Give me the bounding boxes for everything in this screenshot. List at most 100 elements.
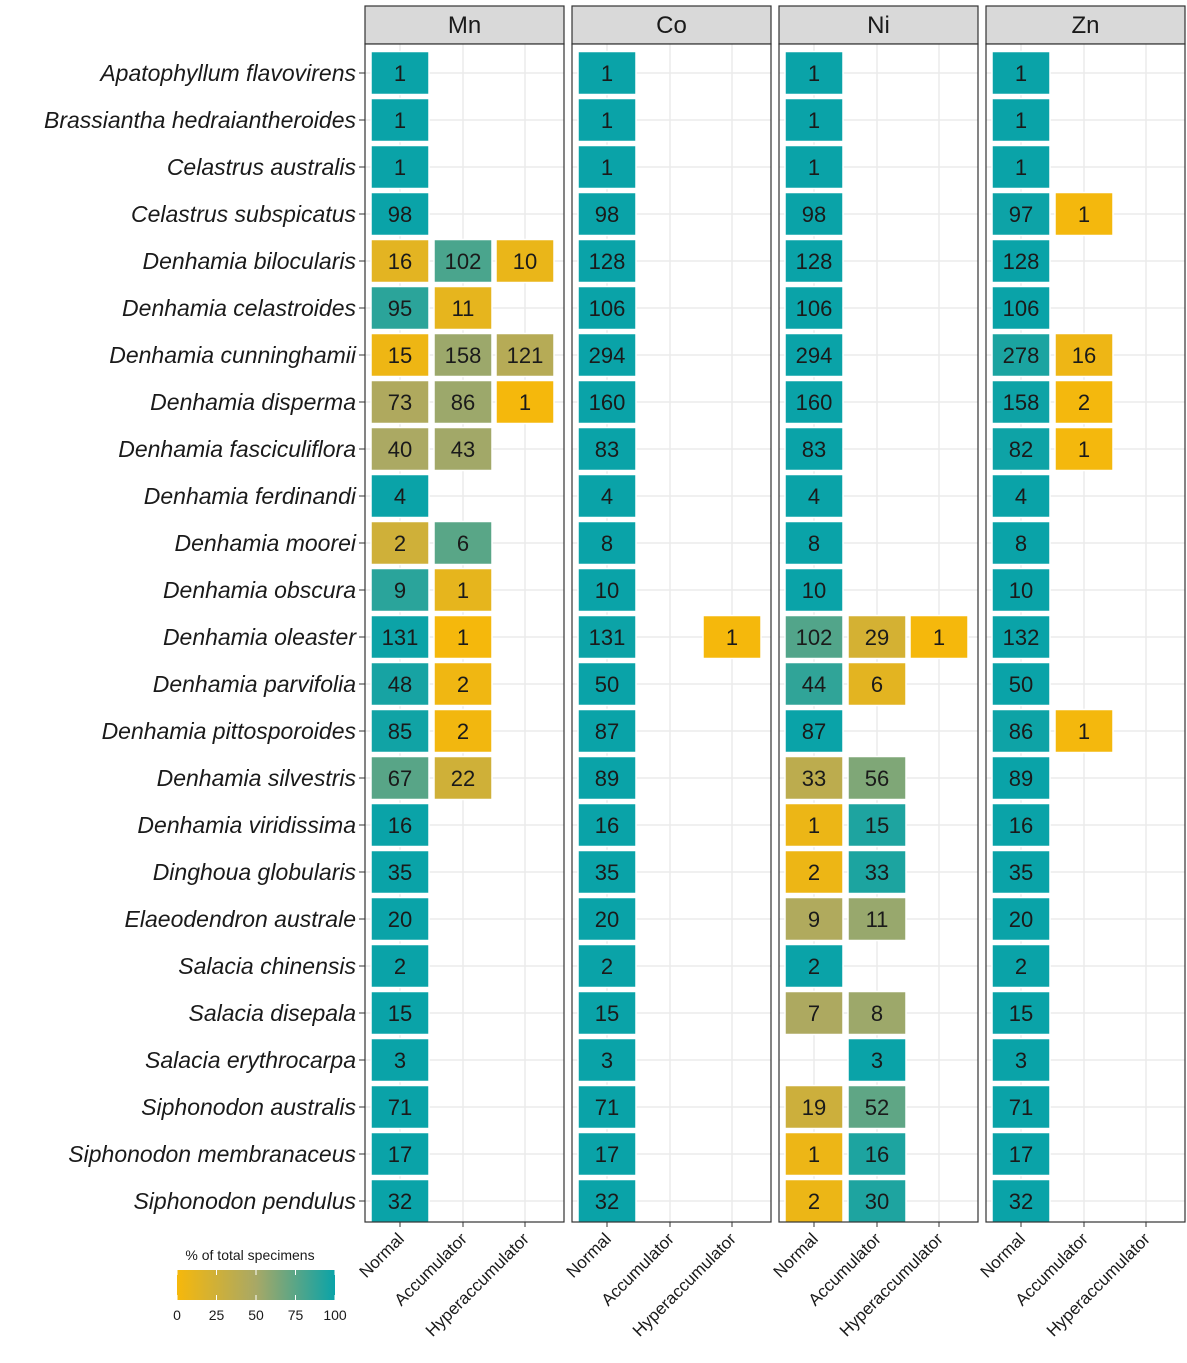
tile-count-label: 15 xyxy=(388,343,412,368)
species-label-denhamia-pittosporoides: Denhamia pittosporoides xyxy=(102,718,357,744)
heatmap-tile xyxy=(991,520,1051,566)
heatmap-tile xyxy=(433,379,493,425)
tile-count-label: 2 xyxy=(394,954,406,979)
heatmap-tile xyxy=(784,849,844,895)
heatmap-tile xyxy=(433,238,493,284)
tile-count-label: 83 xyxy=(595,437,619,462)
species-label-siphonodon-pendulus: Siphonodon pendulus xyxy=(133,1188,356,1214)
tile-count-label: 132 xyxy=(1003,625,1040,650)
heatmap-tile xyxy=(847,990,907,1036)
tile-count-label: 1 xyxy=(394,155,406,180)
tile-count-label: 1 xyxy=(808,108,820,133)
heatmap-tile xyxy=(991,332,1051,378)
tile-count-label: 294 xyxy=(796,343,833,368)
heatmap-tile xyxy=(991,849,1051,895)
legend-tick-label: 100 xyxy=(323,1307,347,1323)
heatmap-tile xyxy=(847,661,907,707)
heatmap-tile xyxy=(495,238,555,284)
heatmap-tile xyxy=(433,426,493,472)
heatmap-tile xyxy=(577,520,637,566)
heatmap-tile xyxy=(991,238,1051,284)
x-tick-label-hyperaccumulator: Hyperaccumulator xyxy=(422,1229,533,1340)
heatmap-tile xyxy=(370,50,430,96)
heatmap-tile xyxy=(784,943,844,989)
tile-count-label: 128 xyxy=(796,249,833,274)
heatmap-tile xyxy=(433,285,493,331)
tile-count-label: 82 xyxy=(1009,437,1033,462)
species-label-denhamia-moorei: Denhamia moorei xyxy=(174,530,356,556)
tile-count-label: 3 xyxy=(601,1048,613,1073)
tile-count-label: 2 xyxy=(808,1189,820,1214)
heatmap-tile xyxy=(577,191,637,237)
species-label-salacia-erythrocarpa: Salacia erythrocarpa xyxy=(145,1047,356,1073)
heatmap-tile xyxy=(784,802,844,848)
heatmap-tile xyxy=(577,144,637,190)
tile-count-label: 128 xyxy=(1003,249,1040,274)
heatmap-tile xyxy=(991,567,1051,613)
tile-count-label: 98 xyxy=(595,202,619,227)
tile-count-label: 2 xyxy=(1078,390,1090,415)
tile-count-label: 106 xyxy=(1003,296,1040,321)
heatmap-tile xyxy=(784,567,844,613)
tile-count-label: 48 xyxy=(388,672,412,697)
species-label-siphonodon-membranaceus: Siphonodon membranaceus xyxy=(68,1141,356,1167)
tile-count-label: 1 xyxy=(808,61,820,86)
heatmap-tile xyxy=(577,426,637,472)
heatmap-tile xyxy=(370,144,430,190)
species-label-denhamia-viridissima: Denhamia viridissima xyxy=(137,812,356,838)
x-tick-label-normal: Normal xyxy=(770,1229,822,1281)
tile-count-label: 1 xyxy=(1015,61,1027,86)
facet-strip xyxy=(985,5,1186,45)
tile-count-label: 17 xyxy=(595,1142,619,1167)
tile-count-label: 29 xyxy=(865,625,889,650)
heatmap-tile xyxy=(370,943,430,989)
panel-border xyxy=(364,43,565,1223)
tile-count-label: 4 xyxy=(601,484,613,509)
tile-count-label: 1 xyxy=(601,61,613,86)
heatmap-tile xyxy=(433,755,493,801)
legend-tick-label: 50 xyxy=(248,1307,264,1323)
heatmap-tile xyxy=(370,379,430,425)
tile-count-label: 87 xyxy=(802,719,826,744)
heatmap-tile xyxy=(847,849,907,895)
tile-count-label: 20 xyxy=(595,907,619,932)
tile-count-label: 9 xyxy=(808,907,820,932)
tile-count-label: 158 xyxy=(445,343,482,368)
tile-count-label: 1 xyxy=(394,108,406,133)
tile-count-label: 87 xyxy=(595,719,619,744)
tile-count-label: 98 xyxy=(388,202,412,227)
heatmap-tile xyxy=(577,943,637,989)
heatmap-tile xyxy=(784,990,844,1036)
heatmap-tile xyxy=(495,332,555,378)
heatmap-tile xyxy=(577,849,637,895)
facet-strip xyxy=(571,5,772,45)
heatmap-tile xyxy=(784,238,844,284)
heatmap-tile xyxy=(577,896,637,942)
heatmap-tile xyxy=(991,802,1051,848)
tile-count-label: 16 xyxy=(1009,813,1033,838)
heatmap-tile xyxy=(847,896,907,942)
tile-count-label: 2 xyxy=(808,860,820,885)
heatmap-tile xyxy=(991,1131,1051,1177)
tile-count-label: 15 xyxy=(1009,1001,1033,1026)
species-label-denhamia-cunninghamii: Denhamia cunninghamii xyxy=(109,342,357,368)
x-tick-label-normal: Normal xyxy=(977,1229,1029,1281)
tile-count-label: 1 xyxy=(808,1142,820,1167)
heatmap-tile xyxy=(577,332,637,378)
tile-count-label: 160 xyxy=(589,390,626,415)
tile-count-label: 2 xyxy=(457,719,469,744)
tile-count-label: 1 xyxy=(394,61,406,86)
tile-count-label: 86 xyxy=(451,390,475,415)
tile-count-label: 50 xyxy=(595,672,619,697)
heatmap-tile xyxy=(784,1131,844,1177)
tile-count-label: 35 xyxy=(1009,860,1033,885)
heatmap-tile xyxy=(370,238,430,284)
heatmap-tile xyxy=(784,473,844,519)
heatmap-tile xyxy=(784,520,844,566)
tile-count-label: 131 xyxy=(382,625,419,650)
facet-strip xyxy=(364,5,565,45)
heatmap-tile xyxy=(784,755,844,801)
